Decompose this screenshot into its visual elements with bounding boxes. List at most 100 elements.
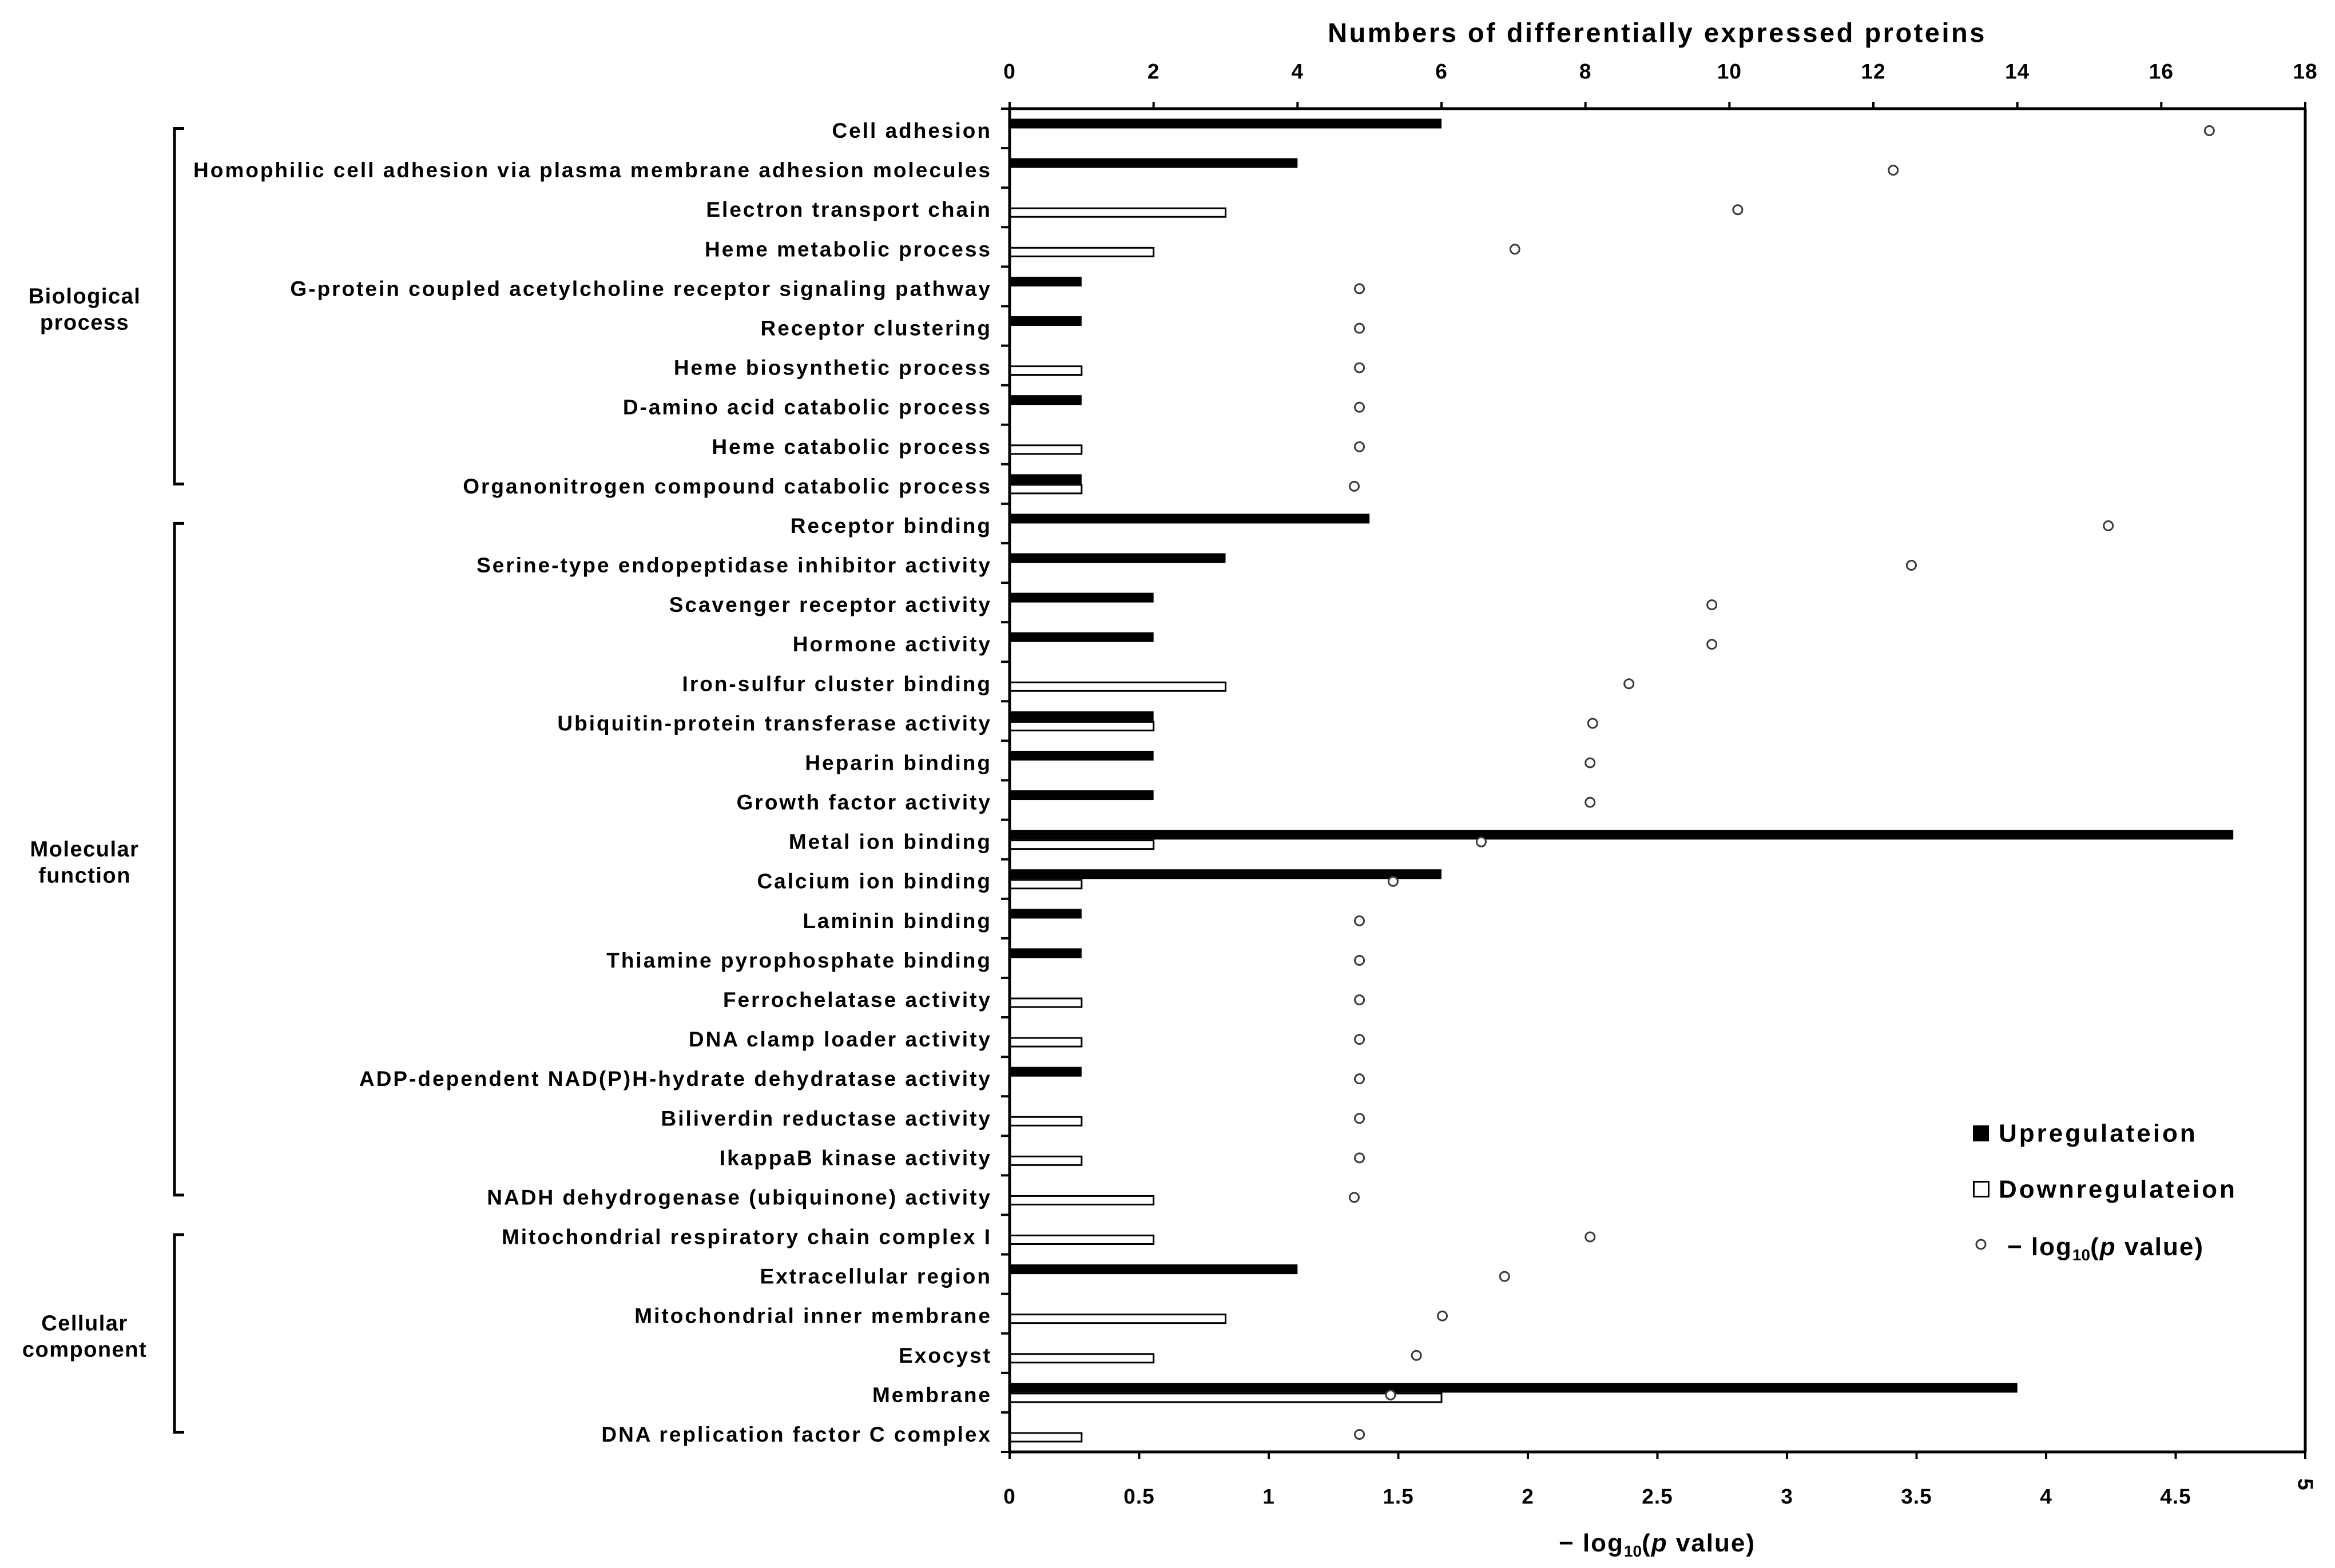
down-bar (1008, 681, 1226, 692)
category-label: Biliverdin reductase activity (661, 1107, 992, 1130)
group-bracket (173, 1233, 184, 1434)
down-bar (1008, 1155, 1083, 1166)
legend-pvalue-subscript: 10 (2072, 1246, 2090, 1264)
up-bar (1010, 790, 1154, 801)
bar-series (1008, 118, 2234, 1443)
pvalue-point (1706, 639, 1718, 650)
category-label: Heme catabolic process (712, 435, 992, 459)
top-tick-label: 8 (1579, 60, 1592, 83)
bottom-tick-label: 2.5 (1642, 1485, 1673, 1509)
pvalue-point (1905, 560, 1917, 571)
top-tick-label: 10 (1717, 60, 1742, 83)
up-bar (1010, 711, 1154, 721)
down-bar (1008, 1392, 1443, 1403)
up-bar (1010, 592, 1154, 603)
bottom-tick-label: 3.5 (1901, 1485, 1932, 1509)
pvalue-point (1888, 165, 1899, 176)
pvalue-point (1354, 1073, 1365, 1085)
bottom-tick-label: 0 (1003, 1485, 1016, 1509)
down-bar (1008, 1235, 1155, 1245)
pvalue-point (1387, 875, 1399, 887)
category-label: Growth factor activity (737, 791, 992, 814)
category-label: Scavenger receptor activity (669, 593, 992, 616)
category-label: Iron-sulfur cluster binding (682, 672, 992, 695)
top-tick-label: 16 (2149, 60, 2174, 83)
pvalue-point (1585, 797, 1596, 808)
category-label: Extracellular region (760, 1265, 992, 1288)
category-label: DNA replication factor C complex (601, 1423, 992, 1446)
bottom-axis-ticks: 0 0.5 1 1.5 2 2.5 3 3.5 4 4.5 5 (1003, 1452, 2317, 1509)
category-label: Homophilic cell adhesion via plasma memb… (193, 158, 992, 182)
category-label: D-amino acid catabolic process (623, 396, 992, 419)
pvalue-point (2103, 520, 2114, 531)
bottom-tick-label: 4 (2040, 1485, 2052, 1509)
category-label: Cell adhesion (832, 119, 992, 142)
pvalue-point (1585, 1231, 1596, 1243)
category-label: DNA clamp loader activity (689, 1028, 992, 1051)
pvalue-point (1587, 718, 1598, 729)
category-label: Receptor clustering (761, 316, 992, 340)
category-labels: Cell adhesion Homophilic cell adhesion vi… (193, 119, 992, 1446)
pvalue-point (1354, 1152, 1365, 1164)
up-bar (1010, 158, 1298, 168)
pvalue-point (1354, 1113, 1365, 1124)
pvalue-point (1348, 1192, 1360, 1203)
pvalue-point (1354, 283, 1365, 295)
group-label-line: function (38, 864, 131, 888)
up-bar (1010, 909, 1082, 919)
pvalue-point (1354, 362, 1365, 373)
category-label: Thiamine pyrophosphate binding (606, 949, 992, 972)
down-bar (1008, 839, 1155, 850)
down-bar (1008, 1353, 1155, 1364)
category-label: Metal ion binding (789, 830, 992, 854)
legend-pvalue-p: p (2099, 1233, 2116, 1261)
group-bracket (173, 127, 184, 485)
up-bar (1010, 395, 1082, 405)
category-label: Laminin binding (803, 909, 992, 933)
down-bar (1008, 484, 1083, 495)
up-bar (1010, 474, 1082, 484)
category-label: Ferrochelatase activity (723, 988, 992, 1012)
top-tick-label: 18 (2293, 60, 2317, 83)
down-bar (1008, 1432, 1083, 1443)
pvalue-point (1354, 915, 1365, 926)
category-label: Hormone activity (793, 632, 992, 656)
pvalue-point (1585, 757, 1596, 769)
up-bar (1010, 869, 1441, 879)
legend-label-pvalue: − log10(p value) (2007, 1233, 2204, 1264)
category-label: Receptor binding (791, 514, 992, 538)
up-bar (1010, 1383, 2018, 1393)
up-bar (1010, 276, 1082, 286)
category-label: Heme metabolic process (705, 237, 992, 261)
category-label: ADP-dependent NAD(P)H-hydrate dehydratas… (359, 1067, 992, 1091)
bottom-axis-title-subscript: 10 (1624, 1542, 1642, 1560)
pvalue-point (1509, 244, 1520, 255)
category-label: NADH dehydrogenase (ubiquinone) activity (487, 1185, 992, 1209)
pvalue-point (1475, 836, 1487, 847)
category-label: Mitochondrial inner membrane (634, 1304, 992, 1328)
up-bar (1010, 830, 2234, 840)
legend-item-downregulation: Downregulateion (1973, 1176, 2235, 1204)
top-axis-ticks: 0 2 4 6 8 10 12 14 16 18 (1003, 60, 2317, 109)
category-label: Exocyst (899, 1344, 992, 1367)
pvalue-point (1354, 1034, 1365, 1045)
group-label-line: Biological (29, 284, 141, 308)
legend-swatch-up (1973, 1125, 1989, 1141)
pvalue-point (1354, 441, 1365, 452)
legend-item-upregulation: Upregulateion (1973, 1120, 2195, 1148)
pvalue-point (1411, 1350, 1422, 1361)
group-label-line: Molecular (30, 838, 140, 862)
pvalue-point (1499, 1271, 1510, 1282)
pvalue-point (1354, 994, 1365, 1005)
group-label-line: Cellular (41, 1312, 128, 1336)
bottom-tick-label: 1 (1262, 1485, 1275, 1509)
legend-swatch-down (1973, 1181, 1989, 1197)
bottom-tick-label: 0.5 (1123, 1485, 1154, 1509)
down-bar (1008, 1037, 1083, 1048)
legend-pvalue-prefix: − log (2007, 1233, 2072, 1261)
category-label: Serine-type endopeptidase inhibitor acti… (476, 554, 992, 577)
down-bar (1008, 246, 1155, 257)
